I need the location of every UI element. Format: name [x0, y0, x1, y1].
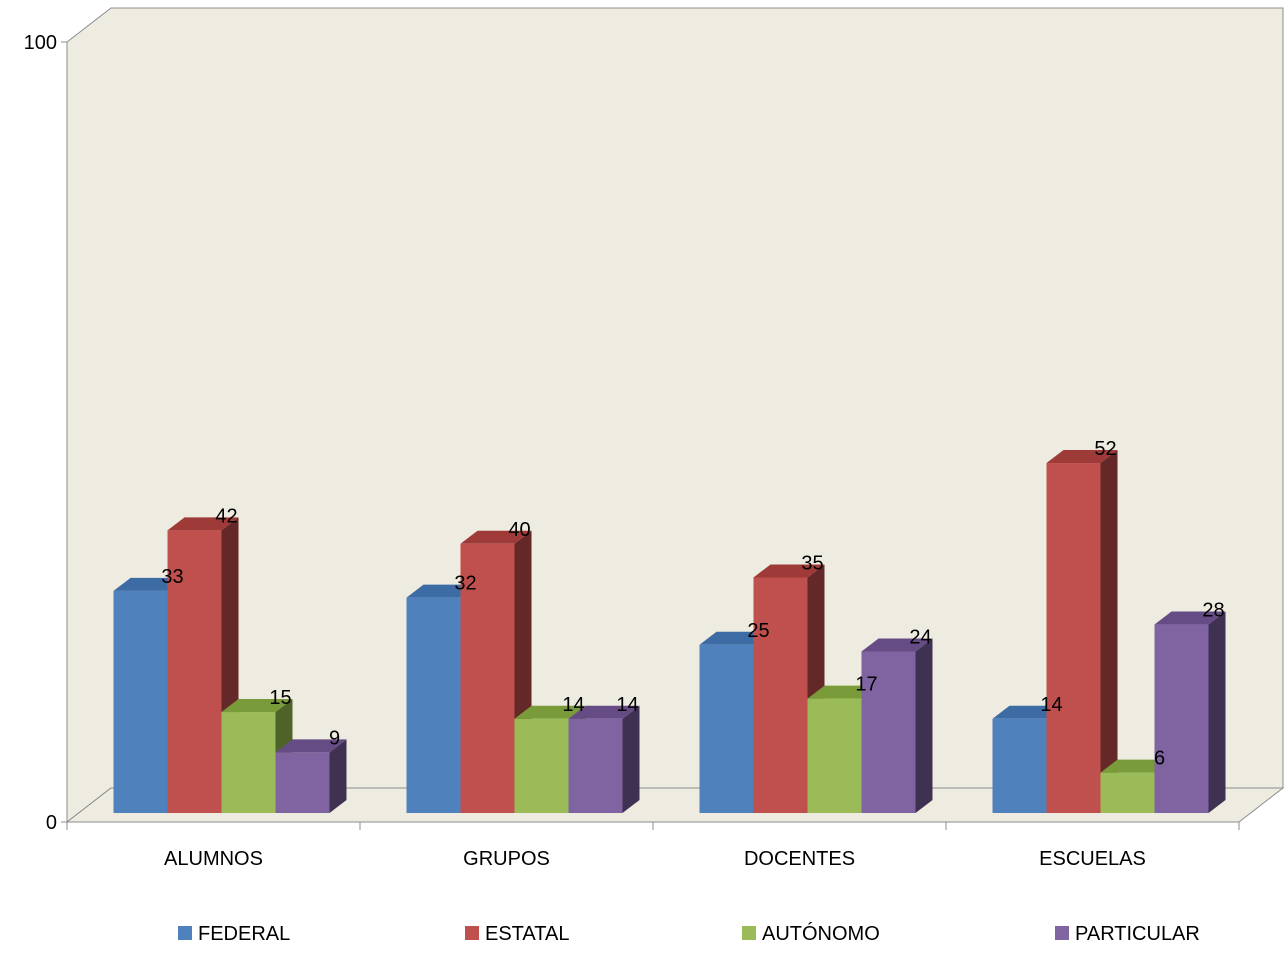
- bar: [167, 530, 222, 813]
- bar: [514, 718, 569, 813]
- bar-side: [622, 705, 640, 813]
- data-labels: 33 42 15 9 32 40 14 14 25 35 17 24 14 52 6 28: [161, 438, 1224, 770]
- bar: [1100, 772, 1155, 813]
- bar: [699, 644, 754, 813]
- data-label: 14: [1040, 694, 1062, 716]
- data-label: 52: [1094, 438, 1116, 460]
- bar-side: [1100, 450, 1118, 813]
- bar-side: [915, 638, 933, 813]
- data-label: 14: [616, 694, 638, 716]
- legend-label: ESTATAL: [485, 923, 569, 945]
- data-label: 35: [801, 552, 823, 574]
- bar-top: [861, 638, 933, 652]
- data-label: 32: [454, 573, 476, 595]
- data-label: 24: [909, 626, 931, 648]
- bar: [807, 698, 862, 813]
- bar-top: [753, 564, 825, 578]
- x-tick-label: GRUPOS: [463, 848, 550, 870]
- bar: [275, 752, 330, 813]
- bar-top: [807, 685, 879, 699]
- data-label: 25: [747, 620, 769, 642]
- y-tick-label: 100: [24, 32, 57, 54]
- bar: [753, 577, 808, 813]
- y-tick-label: 0: [46, 812, 57, 834]
- data-label: 28: [1202, 600, 1224, 622]
- bar-top: [113, 577, 185, 591]
- bar-top: [1100, 759, 1172, 773]
- bar-side: [1208, 611, 1226, 813]
- x-tick-label: ESCUELAS: [1039, 848, 1146, 870]
- data-label: 9: [329, 727, 340, 749]
- bar: [406, 597, 461, 813]
- bar: [113, 590, 168, 813]
- bar-top: [221, 699, 293, 713]
- bar-top: [699, 631, 771, 645]
- legend-label: FEDERAL: [198, 923, 290, 945]
- bar: [221, 712, 276, 813]
- bar: [1154, 624, 1209, 813]
- axes: 0 100 ALUMNOS GRUPOS DOCENTES ESCUELAS: [24, 32, 1240, 870]
- data-label: 14: [562, 694, 584, 716]
- data-label: 17: [855, 674, 877, 696]
- bar-top: [514, 705, 586, 719]
- bar-top: [275, 739, 347, 753]
- data-label: 15: [269, 687, 291, 709]
- legend-label: AUTÓNOMO: [762, 922, 880, 945]
- data-label: 6: [1154, 748, 1165, 770]
- bars: [113, 450, 1226, 813]
- bar-top: [406, 584, 478, 598]
- bar: [460, 543, 515, 813]
- legend-swatch: [742, 926, 756, 940]
- bar: [1046, 463, 1101, 813]
- legend-swatch: [1055, 926, 1069, 940]
- bar: [861, 651, 916, 813]
- bar-top: [1154, 611, 1226, 625]
- x-tick-label: ALUMNOS: [164, 848, 263, 870]
- x-tick-label: DOCENTES: [744, 848, 855, 870]
- bar-top: [167, 517, 239, 531]
- bar-top: [992, 705, 1064, 719]
- bar: [568, 718, 623, 813]
- bar-side: [329, 739, 347, 813]
- bar: [992, 718, 1047, 813]
- bar-top: [460, 530, 532, 544]
- legend-label: PARTICULAR: [1075, 923, 1200, 945]
- bar-top: [1046, 450, 1118, 464]
- legend: FEDERAL ESTATAL AUTÓNOMO PARTICULAR: [178, 922, 1200, 945]
- data-label: 42: [215, 505, 237, 527]
- legend-swatch: [465, 926, 479, 940]
- bar-top: [568, 705, 640, 719]
- data-label: 40: [508, 519, 530, 541]
- data-label: 33: [161, 566, 183, 588]
- legend-swatch: [178, 926, 192, 940]
